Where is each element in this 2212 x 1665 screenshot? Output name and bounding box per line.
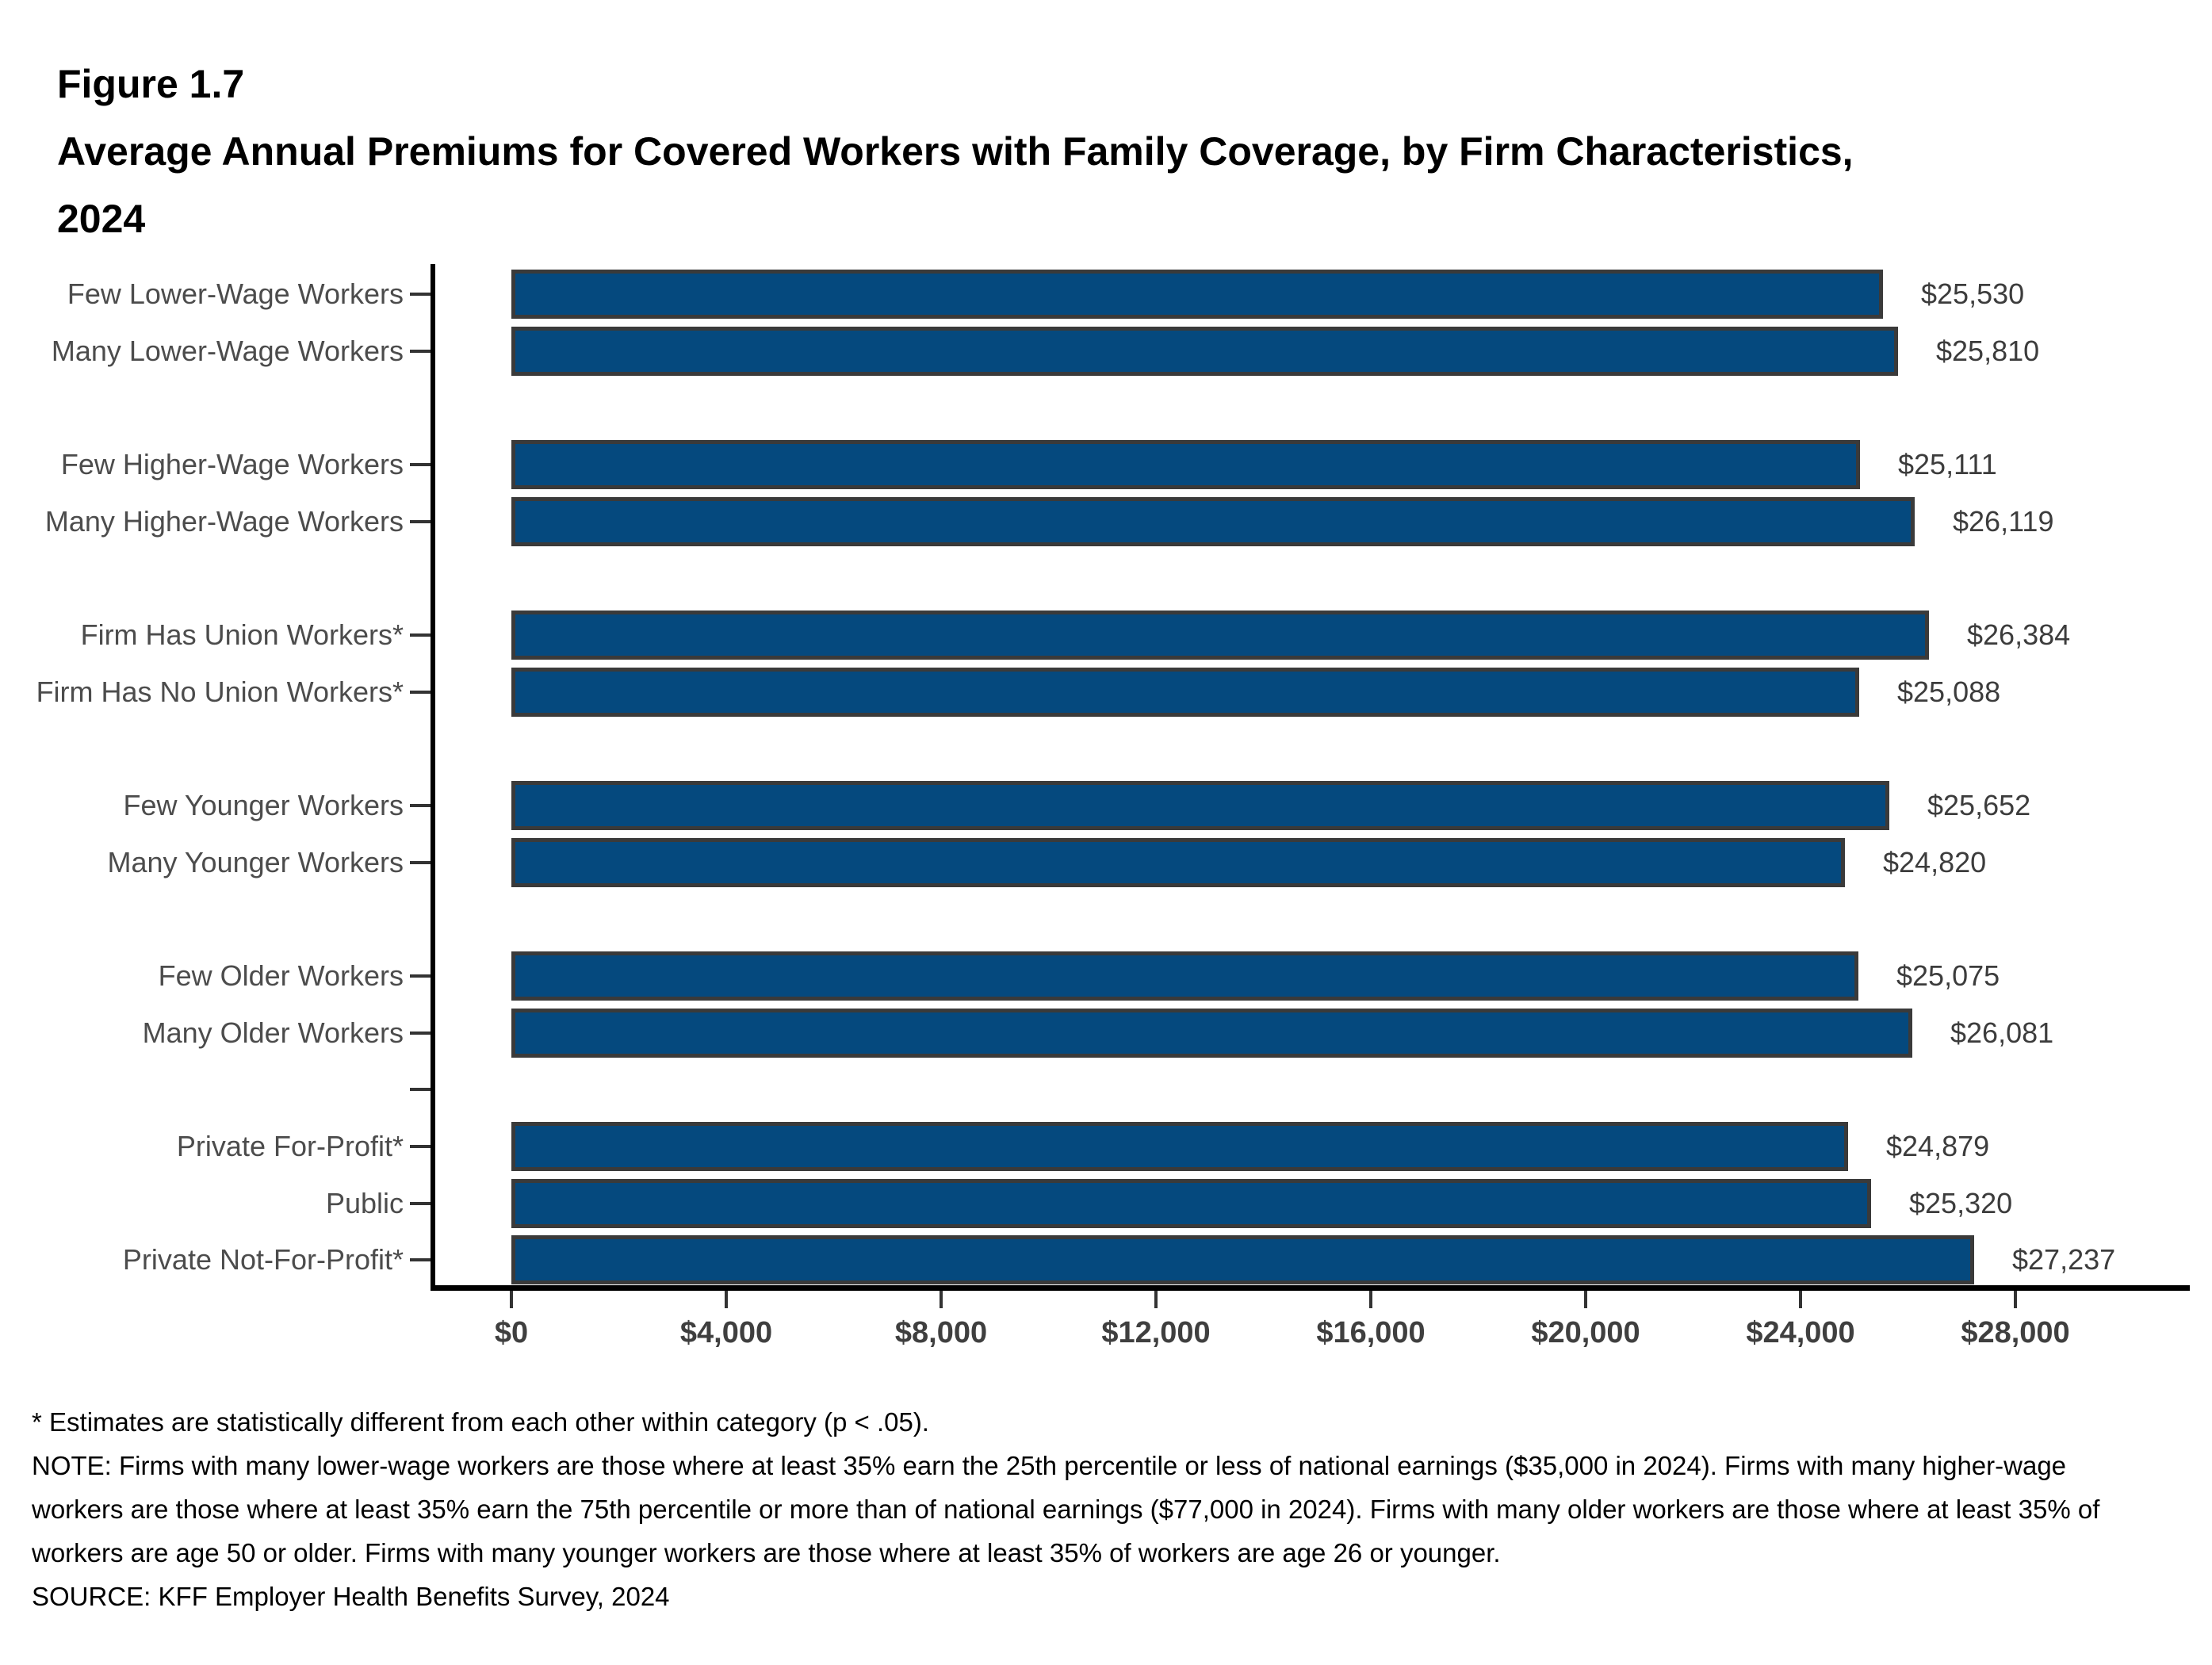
x-tick-label: $4,000: [679, 1316, 773, 1349]
y-axis-line: [431, 264, 435, 1291]
bar: [511, 440, 1860, 489]
category-label: Many Younger Workers: [107, 846, 404, 878]
value-label: $24,879: [1886, 1130, 1990, 1162]
x-tick-mark: [940, 1291, 943, 1308]
x-tick-label: $16,000: [1316, 1316, 1426, 1349]
y-tick-mark: [410, 520, 431, 523]
bar: [511, 838, 1845, 887]
y-tick-mark: [410, 1202, 431, 1205]
y-tick-mark: [410, 350, 431, 353]
y-tick-mark: [410, 633, 431, 637]
y-tick-mark: [410, 691, 431, 694]
x-tick-mark: [2014, 1291, 2017, 1308]
category-label: Many Older Workers: [142, 1016, 404, 1049]
x-tick-mark: [1584, 1291, 1587, 1308]
category-label: Few Younger Workers: [123, 789, 404, 821]
x-tick-label: $0: [494, 1316, 529, 1349]
value-label: $25,810: [1936, 335, 2040, 367]
category-label: Firm Has No Union Workers*: [36, 676, 404, 708]
figure-label: Figure 1.7: [57, 62, 245, 106]
value-label: $25,088: [1897, 676, 2001, 708]
bar: [511, 270, 1883, 319]
category-label: Few Lower-Wage Workers: [67, 278, 404, 310]
value-label: $25,652: [1927, 789, 2031, 821]
x-tick-mark: [725, 1291, 728, 1308]
value-label: $25,075: [1896, 959, 2000, 992]
y-tick-mark: [410, 1145, 431, 1148]
x-tick-label: $28,000: [1961, 1316, 2070, 1349]
x-axis-line: [431, 1285, 2190, 1291]
y-tick-mark: [410, 1258, 431, 1261]
bar: [511, 668, 1859, 717]
y-tick-mark: [410, 293, 431, 296]
y-tick-mark: [410, 1088, 431, 1091]
bar: [511, 951, 1858, 1001]
category-label: Many Higher-Wage Workers: [44, 505, 404, 538]
value-label: $26,384: [1967, 618, 2071, 651]
significance-note: * Estimates are statistically different …: [32, 1407, 929, 1437]
y-tick-mark: [410, 1032, 431, 1035]
y-tick-mark: [410, 463, 431, 466]
x-tick-label: $8,000: [894, 1316, 988, 1349]
category-label: Few Higher-Wage Workers: [60, 448, 404, 480]
x-tick-label: $20,000: [1531, 1316, 1640, 1349]
chart-title: Average Annual Premiums for Covered Work…: [57, 129, 1854, 241]
category-label: Public: [325, 1187, 404, 1219]
category-label: Private Not-For-Profit*: [122, 1243, 404, 1276]
y-tick-mark: [410, 974, 431, 978]
x-tick-mark: [510, 1291, 513, 1308]
source-note: SOURCE: KFF Employer Health Benefits Sur…: [32, 1582, 670, 1611]
figure-header: Figure 1.7 Average Annual Premiums for C…: [57, 51, 1881, 253]
bar: [511, 497, 1915, 546]
category-label: Few Older Workers: [158, 959, 404, 992]
bar: [511, 1122, 1848, 1171]
value-label: $25,320: [1909, 1187, 2013, 1219]
value-label: $25,111: [1898, 448, 1997, 480]
value-label: $24,820: [1883, 846, 1987, 878]
bar: [511, 1179, 1871, 1228]
category-label: Private For-Profit*: [176, 1130, 404, 1162]
category-label: Many Lower-Wage Workers: [51, 335, 404, 367]
value-label: $27,237: [2012, 1243, 2116, 1276]
bar: [511, 781, 1889, 830]
bar: [511, 327, 1898, 376]
y-tick-mark: [410, 861, 431, 864]
x-tick-mark: [1799, 1291, 1802, 1308]
value-label: $26,119: [1953, 505, 2054, 538]
value-label: $26,081: [1950, 1016, 2054, 1049]
footnotes: * Estimates are statistically different …: [32, 1400, 2172, 1618]
category-label: Firm Has Union Workers*: [80, 618, 404, 651]
x-tick-mark: [1369, 1291, 1372, 1308]
y-tick-mark: [410, 804, 431, 807]
bar: [511, 1235, 1974, 1284]
methodology-note: NOTE: Firms with many lower-wage workers…: [32, 1451, 2100, 1567]
bar: [511, 610, 1929, 660]
x-tick-label: $12,000: [1101, 1316, 1211, 1349]
x-tick-mark: [1154, 1291, 1158, 1308]
x-tick-label: $24,000: [1746, 1316, 1855, 1349]
value-label: $25,530: [1921, 278, 2025, 310]
bar: [511, 1009, 1912, 1058]
